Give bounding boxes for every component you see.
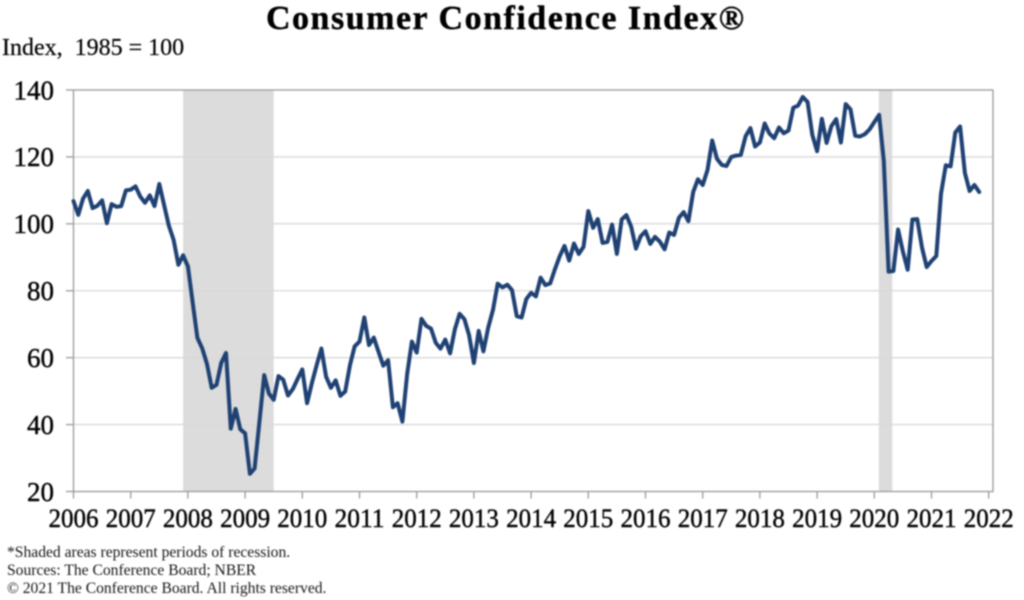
svg-text:2008: 2008 — [163, 504, 213, 533]
svg-text:140: 140 — [14, 75, 55, 105]
svg-text:2015: 2015 — [563, 504, 613, 533]
svg-text:2007: 2007 — [106, 504, 156, 533]
svg-text:Index, 1985 = 100: Index, 1985 = 100 — [2, 35, 184, 61]
svg-text:120: 120 — [14, 142, 55, 172]
svg-text:2006: 2006 — [49, 504, 99, 533]
svg-text:2021: 2021 — [907, 504, 957, 533]
svg-text:2013: 2013 — [449, 504, 499, 533]
svg-text:2019: 2019 — [792, 504, 842, 533]
svg-text:20: 20 — [27, 477, 54, 507]
svg-text:2009: 2009 — [220, 504, 270, 533]
svg-text:2012: 2012 — [392, 504, 442, 533]
svg-text:2014: 2014 — [506, 504, 556, 533]
svg-text:2022: 2022 — [964, 504, 1014, 533]
svg-text:100: 100 — [14, 209, 55, 239]
svg-text:© 2021 The Conference Board. A: © 2021 The Conference Board. All rights … — [7, 580, 326, 597]
svg-text:40: 40 — [27, 410, 54, 440]
svg-text:2017: 2017 — [678, 504, 728, 533]
svg-text:Consumer Confidence Index®: Consumer Confidence Index® — [266, 0, 744, 37]
svg-text:2018: 2018 — [735, 504, 785, 533]
svg-text:2010: 2010 — [277, 504, 327, 533]
svg-text:Sources: The Conference Board;: Sources: The Conference Board; NBER — [7, 562, 257, 579]
svg-text:*Shaded areas represent period: *Shaded areas represent periods of reces… — [7, 544, 290, 561]
svg-text:2016: 2016 — [621, 504, 671, 533]
svg-text:2020: 2020 — [849, 504, 899, 533]
svg-text:2011: 2011 — [335, 504, 385, 533]
svg-text:80: 80 — [27, 276, 54, 306]
svg-text:60: 60 — [27, 343, 54, 373]
